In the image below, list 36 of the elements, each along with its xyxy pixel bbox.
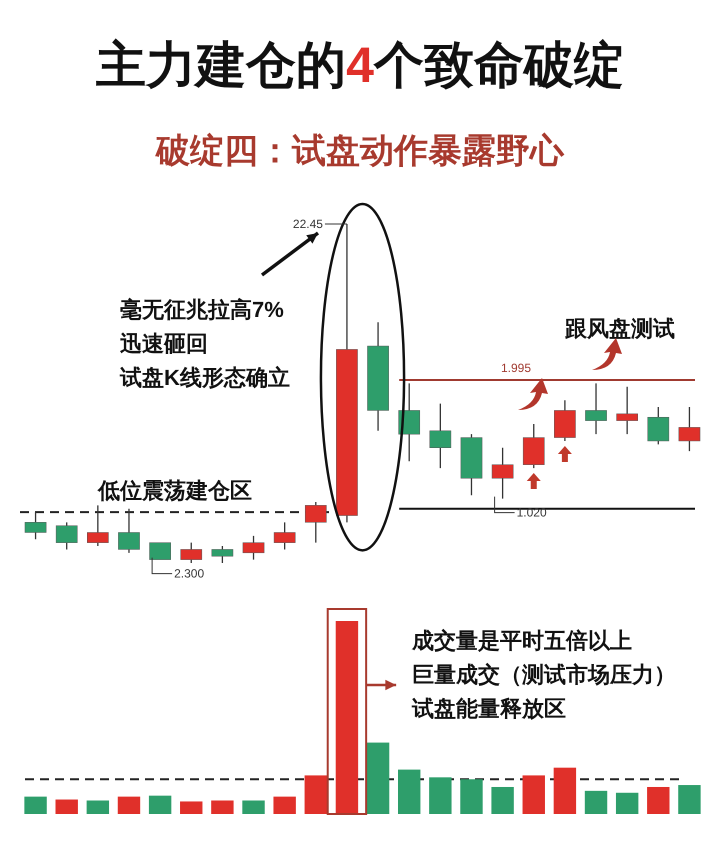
bar: [584, 790, 608, 814]
bar: [678, 785, 701, 814]
bar: [148, 796, 172, 814]
annotation: 试盘能量释放区: [411, 696, 566, 721]
bar: [491, 786, 514, 814]
bar: [647, 786, 670, 814]
chart-subtitle: 破绽四：试盘动作暴露野心: [155, 132, 565, 170]
annotation: 1.995: [500, 360, 532, 375]
bar: [55, 800, 78, 814]
bar: [554, 768, 576, 814]
text: 2.300: [174, 566, 204, 581]
bar: [24, 796, 47, 814]
bar: [180, 801, 202, 814]
annotation: 1.020: [516, 506, 547, 520]
bar: [522, 775, 545, 814]
bar: [336, 621, 358, 814]
annotation: 成交量是平时五倍以上: [411, 628, 632, 653]
bar: [211, 800, 234, 814]
annotation: 巨量成交（测试市场压力）: [412, 662, 676, 687]
bar: [86, 800, 110, 814]
annotation: 迅速砸回: [119, 331, 208, 356]
annotation: 毫无征兆拉高7%: [120, 297, 284, 322]
bar: [242, 800, 265, 814]
bar: [273, 796, 296, 814]
chart-title: 主力建仓的4个致命破绽: [95, 37, 624, 93]
bar: [118, 796, 140, 814]
annotation: 试盘K线形态确立: [119, 365, 290, 390]
bar: [616, 792, 638, 814]
bar: [304, 775, 328, 814]
bar: [366, 742, 390, 814]
annotation: 跟风盘测试: [564, 316, 675, 341]
bar: [398, 770, 420, 814]
bar: [429, 777, 452, 814]
annotation: 低位震荡建仓区: [97, 478, 252, 503]
annotation: 22.45: [292, 217, 324, 231]
bar: [460, 779, 483, 814]
